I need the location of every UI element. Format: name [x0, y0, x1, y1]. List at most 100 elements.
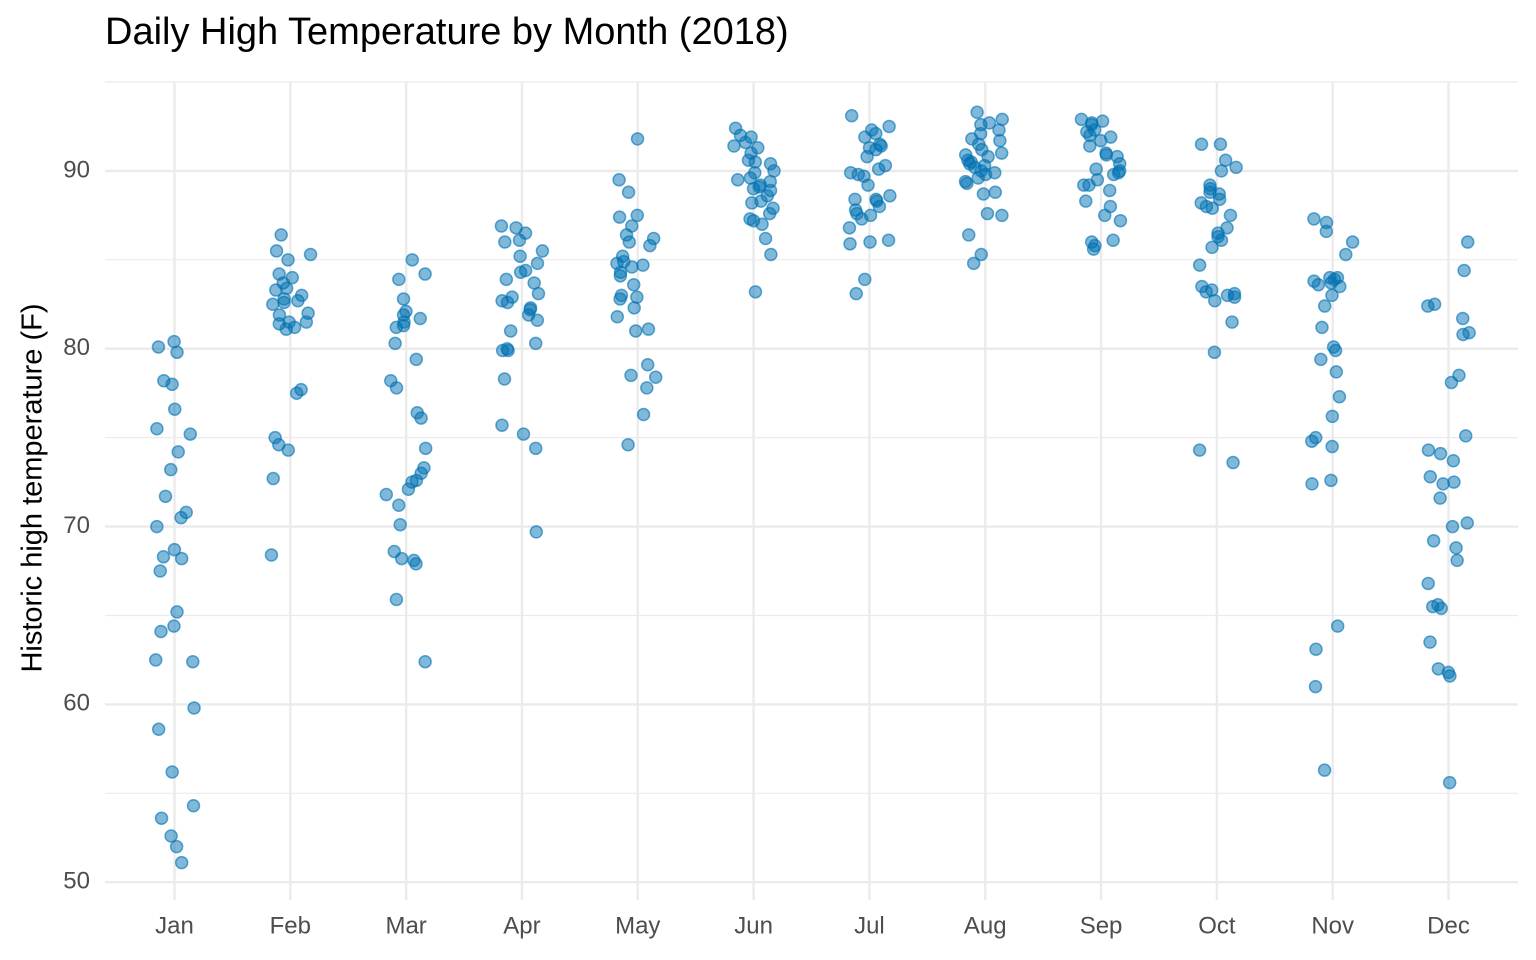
point: [1457, 263, 1471, 278]
point: [861, 178, 875, 192]
point: [1093, 133, 1108, 148]
point: [164, 829, 178, 843]
point: [513, 265, 528, 280]
point: [281, 253, 295, 267]
point: [153, 564, 167, 578]
point: [529, 525, 544, 539]
point: [758, 231, 773, 246]
point: [289, 386, 304, 400]
point: [851, 167, 866, 182]
point: [628, 324, 643, 338]
y-axis-label: Historic high temperature (F): [17, 303, 49, 672]
point: [1459, 429, 1473, 443]
point: [269, 244, 284, 258]
point: [1442, 775, 1457, 790]
x-tick-label: Nov: [1311, 912, 1354, 939]
point: [299, 315, 314, 329]
point: [1097, 208, 1112, 223]
point: [274, 228, 288, 242]
point: [186, 654, 200, 669]
x-tick-label: Mar: [385, 912, 426, 939]
point: [1317, 763, 1332, 777]
x-tick-label: Sep: [1080, 912, 1123, 939]
point: [1328, 343, 1343, 358]
point: [531, 286, 546, 301]
point: [993, 133, 1007, 148]
point: [883, 189, 897, 203]
point: [158, 489, 173, 504]
point: [626, 277, 641, 292]
point: [148, 653, 163, 667]
point: [1227, 290, 1242, 304]
point: [279, 281, 294, 296]
point: [1323, 270, 1337, 285]
point: [500, 295, 515, 310]
point: [1086, 242, 1101, 256]
point: [1460, 516, 1474, 530]
point: [962, 157, 977, 171]
point: [1423, 635, 1437, 649]
point: [970, 105, 984, 119]
point: [1214, 233, 1229, 248]
point: [854, 212, 869, 226]
point: [174, 855, 189, 870]
point: [755, 217, 769, 232]
point: [1332, 390, 1347, 404]
point: [1208, 293, 1222, 308]
point: [389, 320, 404, 335]
point: [1447, 475, 1461, 489]
point: [1436, 477, 1450, 491]
point: [976, 187, 991, 201]
point: [1315, 320, 1329, 335]
x-tick-label: Jun: [734, 912, 773, 939]
point: [1443, 669, 1457, 683]
point: [1456, 327, 1470, 342]
point: [169, 839, 184, 854]
point: [1460, 235, 1475, 249]
point: [1325, 288, 1339, 303]
point: [503, 324, 518, 338]
point: [1345, 235, 1360, 249]
point: [1317, 299, 1332, 313]
point: [1111, 165, 1126, 180]
point: [994, 146, 1009, 160]
x-tick-label: Dec: [1427, 912, 1470, 939]
point: [1308, 679, 1323, 694]
point: [612, 210, 627, 224]
point: [392, 498, 406, 512]
point: [156, 550, 171, 564]
point: [988, 165, 1002, 180]
point: [1192, 258, 1207, 272]
x-tick-label: Jul: [854, 912, 885, 939]
point: [183, 427, 198, 441]
point: [872, 199, 887, 214]
point: [610, 309, 625, 324]
point: [379, 487, 394, 502]
point: [624, 368, 638, 383]
point: [995, 208, 1009, 223]
point: [1225, 315, 1239, 329]
point: [767, 164, 781, 178]
point: [1192, 443, 1207, 457]
point: [636, 407, 651, 422]
point: [396, 292, 411, 306]
point: [1325, 439, 1339, 454]
point: [389, 592, 404, 607]
point: [388, 336, 402, 351]
point: [281, 443, 295, 457]
point: [171, 445, 185, 459]
point: [186, 799, 201, 813]
point: [154, 624, 168, 639]
point: [494, 219, 509, 233]
point: [1307, 212, 1321, 226]
point: [392, 272, 406, 287]
point: [1223, 208, 1238, 223]
point: [1449, 541, 1463, 555]
point: [646, 231, 661, 246]
point: [744, 130, 758, 144]
point: [636, 258, 650, 272]
point: [1084, 117, 1099, 132]
point: [150, 519, 164, 534]
point: [535, 244, 550, 258]
point: [1421, 299, 1435, 313]
